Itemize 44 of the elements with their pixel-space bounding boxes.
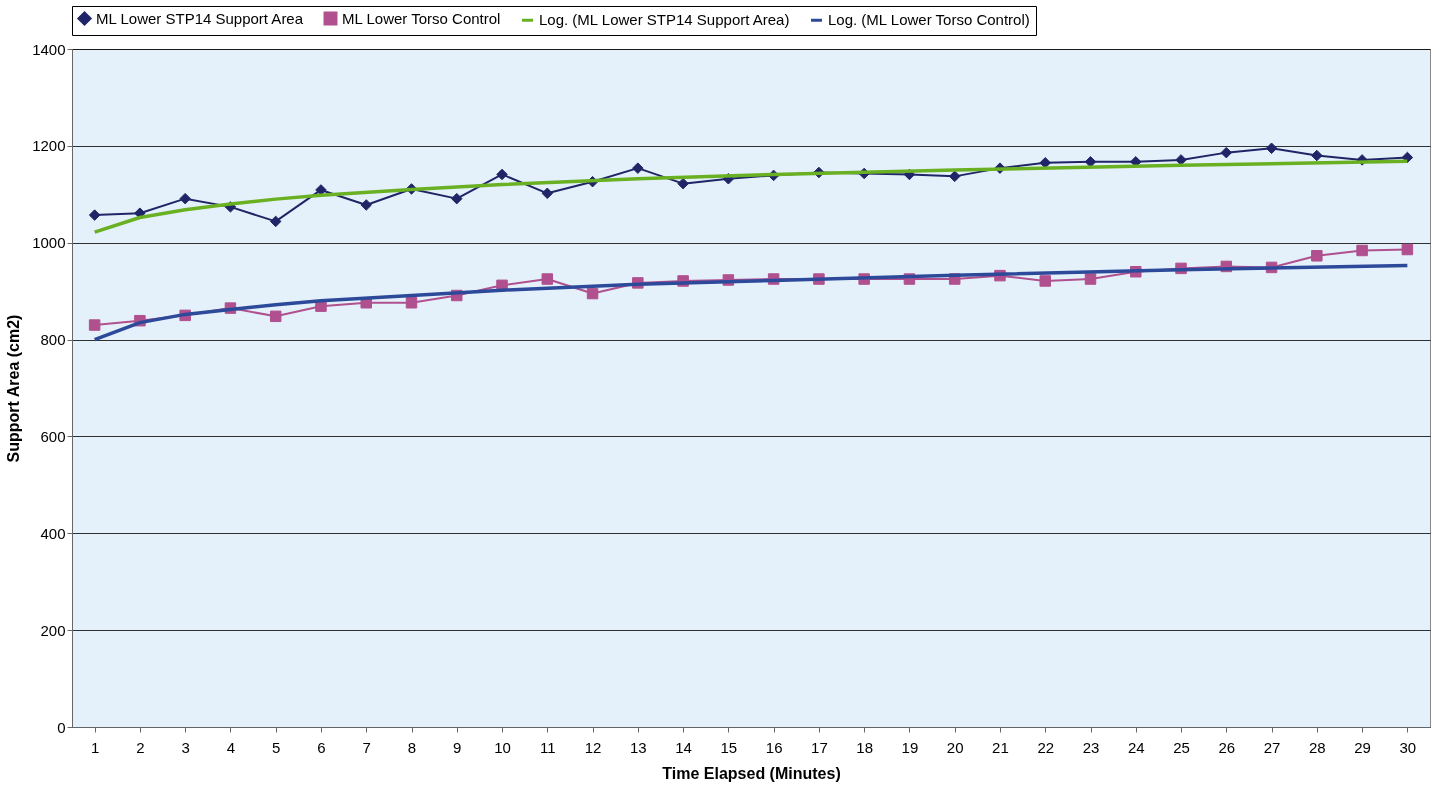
x-tick-label: 21 (992, 738, 1009, 756)
y-tick-label: 800 (40, 331, 66, 349)
x-tick-label: 7 (362, 738, 371, 756)
legend-label: Log. (ML Lower STP14 Support Area) (539, 11, 790, 29)
x-tick-label: 1 (90, 738, 100, 756)
x-tick-label: 27 (1263, 738, 1281, 756)
x-tick-label: 2 (136, 738, 145, 756)
x-tick-label: 18 (856, 738, 874, 756)
y-tick-label: 1400 (32, 40, 66, 58)
x-tick-label: 9 (453, 738, 462, 756)
legend-label: ML Lower STP14 Support Area (96, 9, 304, 27)
x-tick-label: 29 (1354, 738, 1371, 756)
x-axis-title: Time Elapsed (Minutes) (662, 764, 841, 782)
x-tick-label: 23 (1082, 738, 1100, 756)
x-tick-label: 19 (901, 738, 919, 756)
x-tick-label: 4 (226, 738, 236, 756)
x-tick-label: 15 (720, 738, 738, 756)
x-tick-label: 25 (1173, 738, 1190, 756)
x-tick-label: 11 (540, 738, 556, 756)
x-tick-label: 16 (765, 738, 783, 756)
y-tick-label: 1000 (32, 234, 66, 252)
y-tick-label: 1200 (32, 137, 66, 155)
x-tick-label: 5 (272, 738, 281, 756)
legend-label: Log. (ML Lower Torso Control) (828, 11, 1030, 29)
y-tick-label: 600 (40, 427, 66, 445)
x-tick-label: 28 (1308, 738, 1326, 756)
y-tick-label: 0 (57, 718, 66, 736)
x-tick-label: 17 (811, 738, 828, 756)
x-tick-label: 8 (407, 738, 417, 756)
x-tick-label: 30 (1399, 738, 1417, 756)
y-tick-label: 200 (40, 621, 66, 639)
x-tick-label: 10 (494, 738, 511, 756)
x-tick-label: 26 (1218, 738, 1236, 756)
x-tick-label: 20 (946, 738, 964, 756)
legend-label: ML Lower Torso Control (342, 9, 501, 27)
x-tick-label: 24 (1127, 738, 1145, 756)
x-tick-label: 12 (584, 738, 602, 756)
x-tick-label: 14 (675, 738, 692, 756)
x-tick-label: 22 (1037, 738, 1055, 756)
x-tick-label: 13 (629, 738, 647, 756)
x-tick-label: 6 (317, 738, 326, 756)
y-tick-label: 400 (40, 524, 66, 542)
x-tick-label: 3 (181, 738, 190, 756)
y-axis-title: Support Area (cm2) (5, 314, 23, 463)
